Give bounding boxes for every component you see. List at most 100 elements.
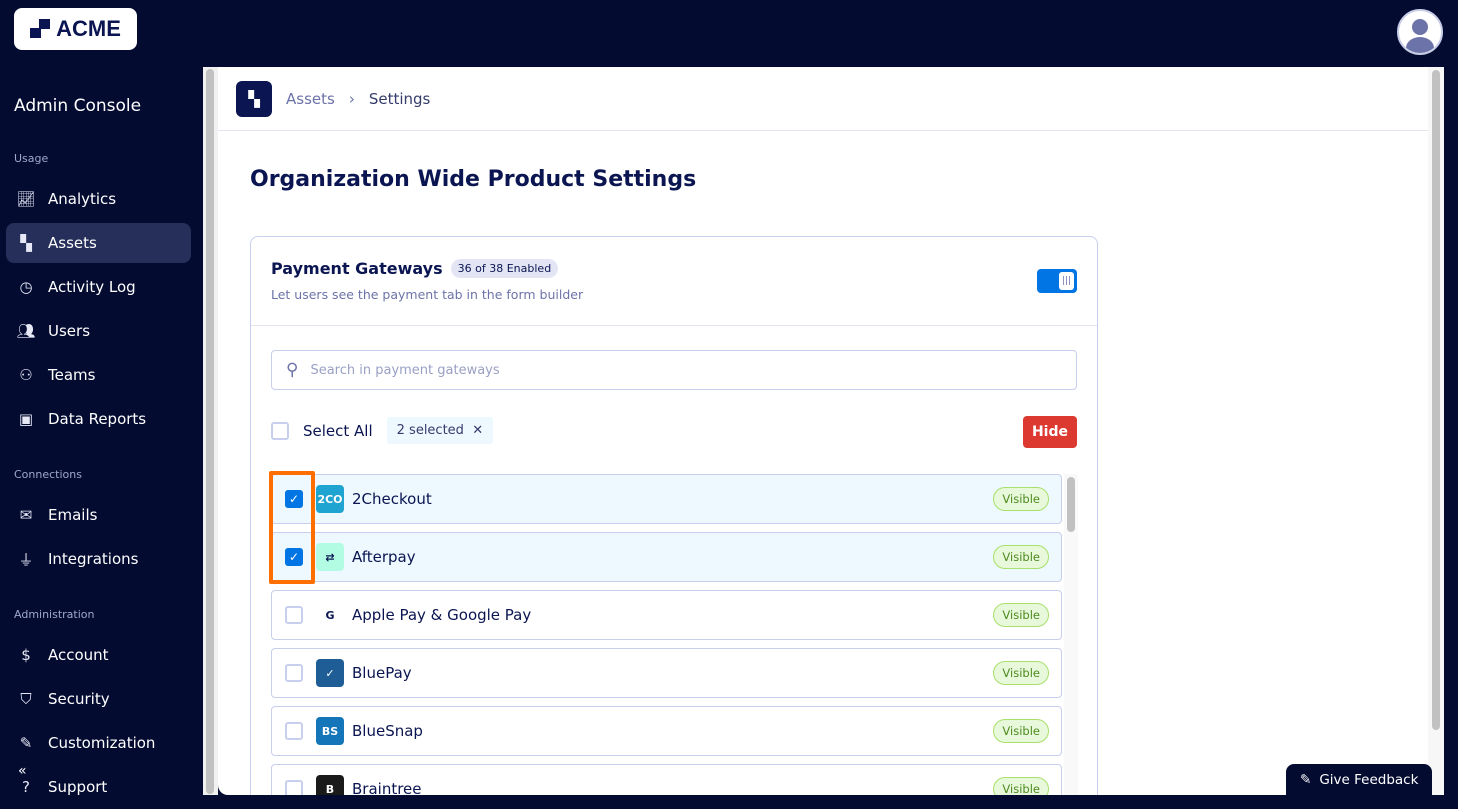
sidebar-item-assets[interactable]: ▚ Assets <box>6 223 191 263</box>
page-scrollbar[interactable] <box>1428 67 1444 795</box>
main-panel: ▚ Assets › Settings Organization Wide Pr… <box>218 67 1440 795</box>
enabled-count-badge: 36 of 38 Enabled <box>450 259 559 278</box>
gateway-name: Afterpay <box>352 548 416 566</box>
sidebar-item-account[interactable]: $ Account <box>6 635 191 675</box>
sidebar-item-label: Security <box>48 690 110 708</box>
feedback-label: Give Feedback <box>1319 772 1419 788</box>
breadcrumb: ▚ Assets › Settings <box>218 67 1428 131</box>
sidebar-item-label: Data Reports <box>48 410 147 428</box>
gateway-logo-icon: G <box>316 601 344 629</box>
sidebar-section-label: Connections <box>14 468 82 481</box>
gateway-logo-icon: 2CO <box>316 485 344 513</box>
sidebar-item-label: Analytics <box>48 190 117 208</box>
gateway-checkbox[interactable] <box>285 722 303 740</box>
status-badge: Visible <box>993 777 1049 795</box>
payment-tab-toggle[interactable]: ||| <box>1037 269 1077 293</box>
acme-logo-mark-icon <box>30 19 52 39</box>
sidebar-item-label: Activity Log <box>48 278 136 296</box>
selected-chip: 2 selected ✕ <box>386 417 494 444</box>
list-scrollbar[interactable] <box>1064 474 1078 795</box>
gateway-logo-icon: B <box>316 775 344 795</box>
sidebar-item-label: Integrations <box>48 550 139 568</box>
plug-icon: ⏚ <box>18 550 34 569</box>
assets-grid-icon: ▚ <box>20 234 32 252</box>
sidebar-section-label: Administration <box>14 608 95 621</box>
give-feedback-button[interactable]: ✎ Give Feedback <box>1286 764 1432 796</box>
sidebar-item-label: Support <box>48 778 108 796</box>
paint-roller-icon: ✎ <box>19 734 33 752</box>
bottom-bar <box>0 795 1458 809</box>
feedback-icon: ✎ <box>1300 772 1312 788</box>
gateway-checkbox[interactable]: ✓ <box>285 548 303 566</box>
acme-logo[interactable]: ACME <box>14 8 137 50</box>
status-badge: Visible <box>993 661 1049 685</box>
sidebar-scrollbar[interactable] <box>203 67 218 809</box>
card-subtitle: Let users see the payment tab in the for… <box>271 287 584 302</box>
select-all-checkbox[interactable] <box>271 421 289 440</box>
selected-count: 2 selected <box>396 423 464 438</box>
sidebar-item-integrations[interactable]: ⏚ Integrations <box>6 539 191 579</box>
gateway-checkbox[interactable] <box>285 606 303 624</box>
selection-highlight <box>269 471 315 584</box>
sidebar-item-label: Account <box>48 646 109 664</box>
chevrons-left-icon[interactable]: « <box>18 763 27 779</box>
sidebar-item-data-reports[interactable]: ▣ Data Reports <box>6 399 191 439</box>
invoice-icon: $ <box>21 646 31 664</box>
envelope-icon: ✉ <box>19 506 33 524</box>
gateway-checkbox[interactable] <box>285 664 303 682</box>
gateway-row[interactable]: G Apple Pay & Google Pay Visible <box>271 590 1062 640</box>
gateway-row[interactable]: B Braintree Visible <box>271 764 1062 795</box>
payment-gateways-card: Payment Gateways 36 of 38 Enabled Let use… <box>250 236 1098 795</box>
card-title: Payment Gateways <box>271 259 443 278</box>
gateway-row[interactable]: BS BlueSnap Visible <box>271 706 1062 756</box>
status-badge: Visible <box>993 487 1049 511</box>
gateway-name: Apple Pay & Google Pay <box>352 606 532 624</box>
search-field[interactable]: ⚲ <box>271 350 1077 390</box>
divider <box>251 325 1097 326</box>
sidebar-item-label: Emails <box>48 506 98 524</box>
sidebar-section-label: Usage <box>14 152 49 165</box>
sidebar-item-users[interactable]: 👥︎ Users <box>6 311 191 351</box>
sidebar-item-label: Assets <box>48 234 97 252</box>
sidebar-item-security[interactable]: ⛉ Security <box>6 679 191 719</box>
gateway-checkbox[interactable] <box>285 780 303 795</box>
gateway-row[interactable]: ✓ BluePay Visible <box>271 648 1062 698</box>
logo-text: ACME <box>56 16 121 41</box>
search-input[interactable] <box>310 362 1011 378</box>
gateway-name: BlueSnap <box>352 722 423 740</box>
breadcrumb-settings: Settings <box>368 89 431 108</box>
help-chat-icon: ? <box>22 778 30 796</box>
gateway-row[interactable]: ✓ ⇄ Afterpay Visible <box>271 532 1062 582</box>
history-clock-icon: ◷ <box>19 278 33 296</box>
breadcrumb-assets[interactable]: Assets <box>286 89 335 108</box>
gateway-logo-icon: ⇄ <box>316 543 344 571</box>
gateway-name: Braintree <box>352 780 422 795</box>
hide-button[interactable]: Hide <box>1023 416 1077 448</box>
gateway-checkbox[interactable]: ✓ <box>285 490 303 508</box>
sidebar-item-customization[interactable]: ✎ Customization <box>6 723 191 763</box>
sidebar-item-teams[interactable]: ⚇ Teams <box>6 355 191 395</box>
gateway-name: 2Checkout <box>352 490 432 508</box>
chart-line-icon: 📈︎ <box>16 190 36 208</box>
search-icon: ⚲ <box>286 360 299 380</box>
select-all-label[interactable]: Select All <box>303 421 373 440</box>
assets-grid-icon: ▚ <box>236 80 272 117</box>
sidebar-item-analytics[interactable]: 📈︎ Analytics <box>6 179 191 219</box>
gateway-logo-icon: ✓ <box>316 659 344 687</box>
sidebar-title: Admin Console <box>14 96 142 116</box>
sidebar-item-activity-log[interactable]: ◷ Activity Log <box>6 267 191 307</box>
page-title: Organization Wide Product Settings <box>250 167 697 192</box>
shield-check-icon: ⛉ <box>20 690 32 708</box>
folder-search-icon: ▣ <box>18 410 34 428</box>
clear-selection-icon[interactable]: ✕ <box>472 423 484 438</box>
sidebar-item-support[interactable]: ? Support <box>6 767 191 807</box>
user-avatar[interactable] <box>1397 9 1443 55</box>
chevron-right-icon: › <box>348 89 355 108</box>
gateway-row[interactable]: ✓ 2CO 2Checkout Visible <box>271 474 1062 524</box>
status-badge: Visible <box>993 603 1049 627</box>
sidebar-item-label: Customization <box>48 734 156 752</box>
sidebar-item-label: Users <box>48 322 91 340</box>
status-badge: Visible <box>993 545 1049 569</box>
gateway-logo-icon: BS <box>316 717 344 745</box>
sidebar-item-emails[interactable]: ✉ Emails <box>6 495 191 535</box>
